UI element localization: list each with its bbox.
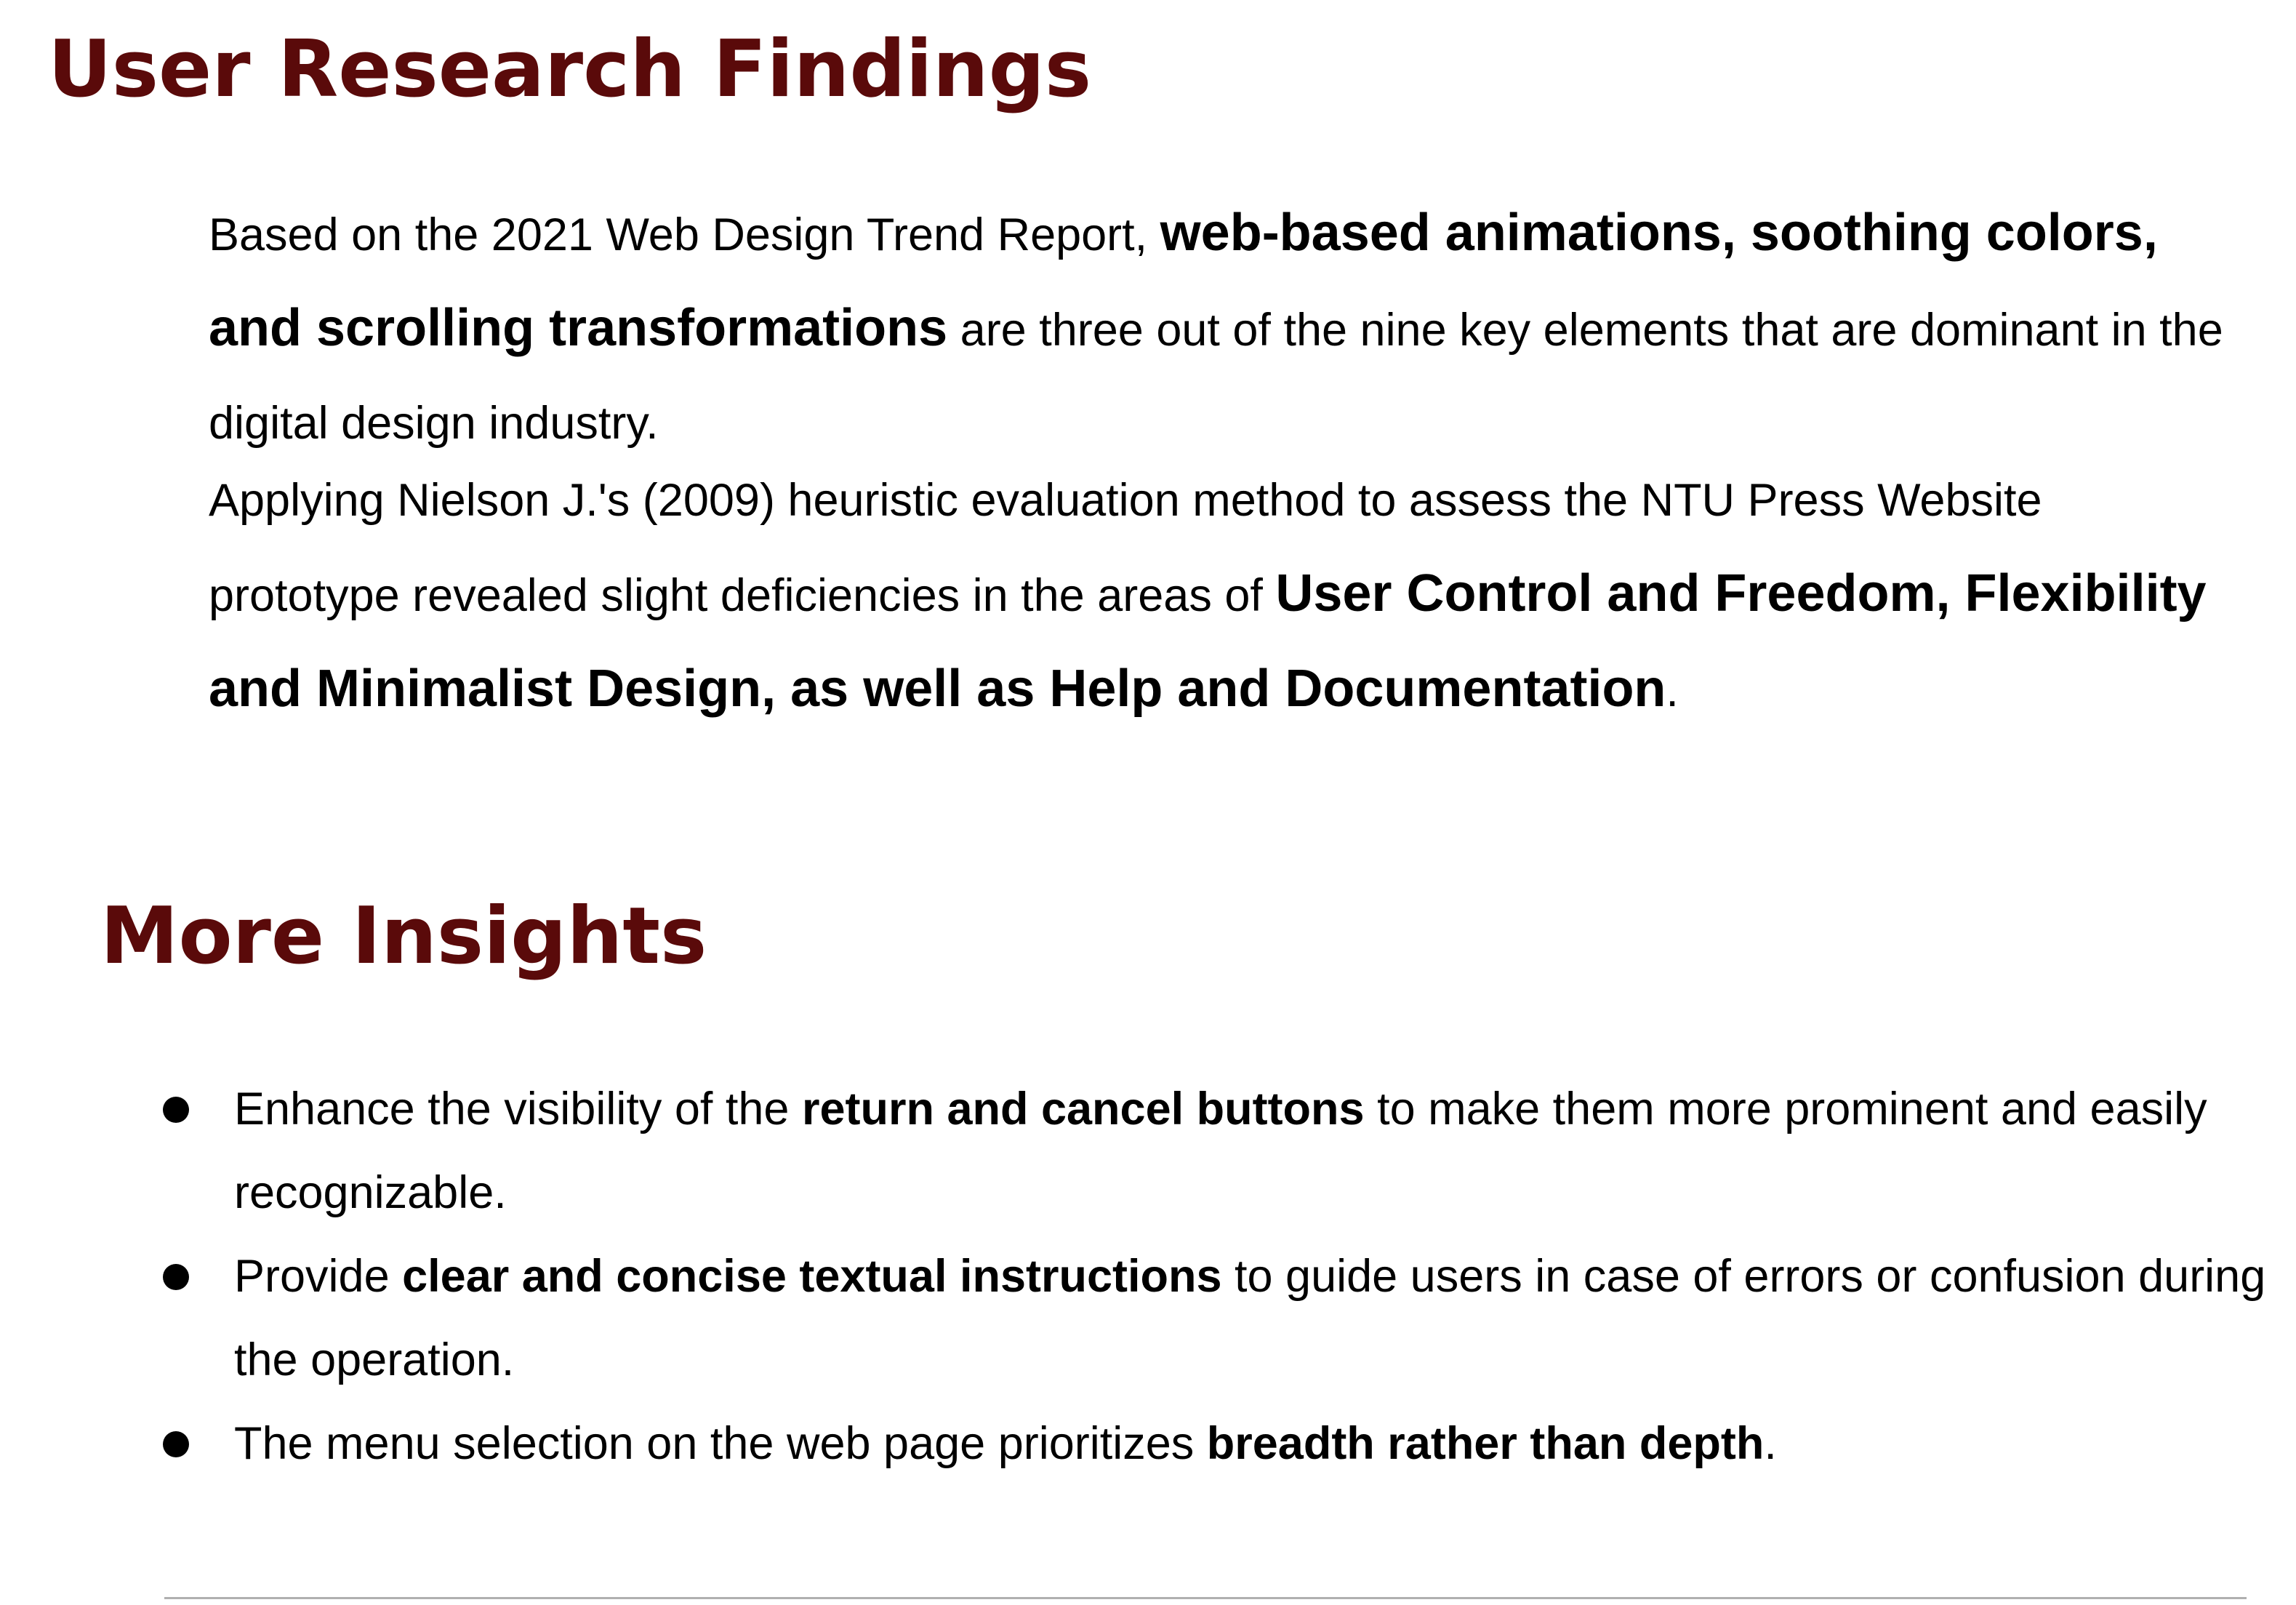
findings-paragraph-heuristics: Applying Nielson J.'s (2009) heuristic e…	[209, 454, 2244, 737]
item-text: to guide users in case of errors or conf…	[234, 1251, 2266, 1385]
paragraph-text: .	[1666, 665, 1679, 716]
paragraph-emphasis: User Control and Freedom, Flexibility an…	[209, 564, 2207, 718]
insights-list: Enhance the visibility of the return and…	[145, 1068, 2268, 1486]
paragraph-text: Based on the 2021 Web Design Trend Repor…	[209, 209, 1160, 260]
bullet-dot-icon	[163, 1097, 189, 1123]
item-text: The menu selection on the web page prior…	[234, 1418, 1207, 1469]
bullet-dot-icon	[163, 1264, 189, 1290]
page-title: User Research Findings	[48, 24, 1092, 115]
section-title-more-insights: More Insights	[100, 891, 707, 982]
item-text: Enhance the visibility of the	[234, 1084, 802, 1134]
item-emphasis: return and cancel buttons	[801, 1084, 1365, 1134]
item-emphasis: breadth rather than depth	[1206, 1418, 1765, 1469]
list-item: Provide clear and concise textual instru…	[145, 1235, 2268, 1402]
paragraph-text: are three out of the nine key elements t…	[209, 305, 2223, 449]
item-emphasis: clear and concise textual instructions	[402, 1251, 1222, 1302]
findings-paragraph-trends: Based on the 2021 Web Design Trend Repor…	[209, 186, 2244, 470]
paragraph-emphasis: web-based animations, soothing colors, a…	[209, 204, 2158, 357]
list-item: The menu selection on the web page prior…	[145, 1402, 2268, 1486]
list-item: Enhance the visibility of the return and…	[145, 1068, 2268, 1235]
divider	[164, 1597, 2247, 1599]
item-text: Provide	[234, 1251, 403, 1302]
item-text: .	[1764, 1418, 1777, 1469]
bullet-dot-icon	[163, 1431, 189, 1457]
item-text: to make them more prominent and easily r…	[234, 1084, 2207, 1218]
paragraph-text: Applying Nielson J.'s (2009) heuristic e…	[209, 475, 2042, 621]
